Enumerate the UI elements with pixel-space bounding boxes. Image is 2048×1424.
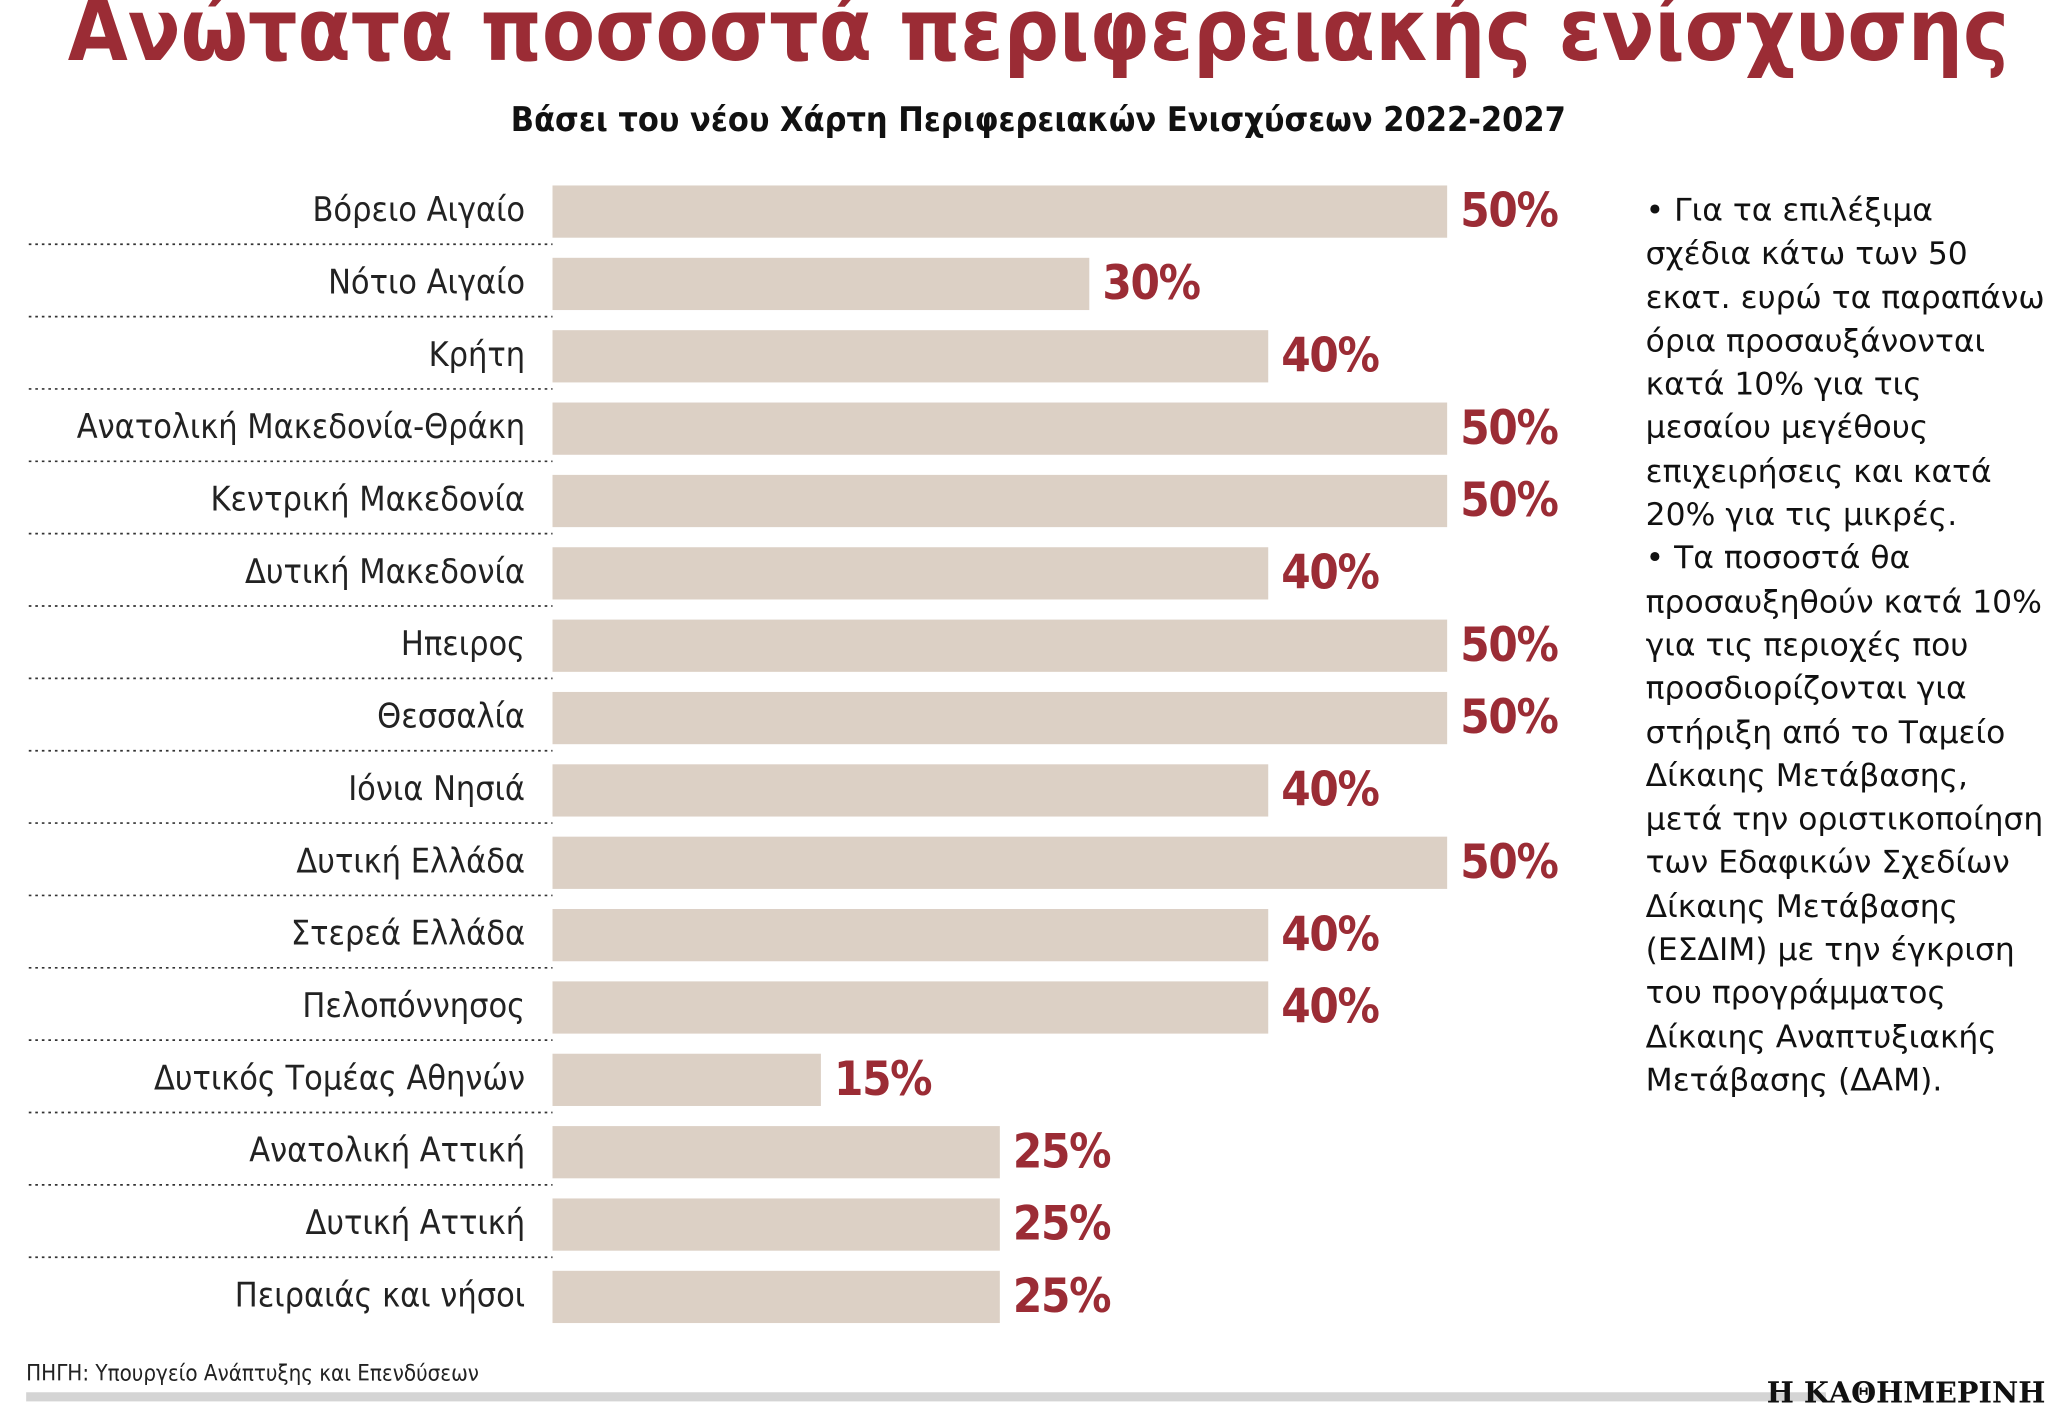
value-label: 40% xyxy=(1281,980,1379,1035)
bar xyxy=(552,1126,1000,1179)
category-label: Ηπειρος xyxy=(401,624,525,664)
value-label: 15% xyxy=(834,1052,932,1107)
note: • Τα ποσοστά θα προσαυξηθούν κατά 10% γι… xyxy=(1645,539,2044,1099)
bar xyxy=(552,619,1448,672)
value-label: 25% xyxy=(1013,1197,1111,1252)
category-label: Δυτική Μακεδονία xyxy=(245,552,525,592)
bar xyxy=(552,691,1448,745)
value-label: 25% xyxy=(1013,1124,1111,1179)
chart-title: Ανώτατα ποσοστά περιφερειακής ενίσχυσης xyxy=(68,0,2009,81)
category-label: Πελοπόννησος xyxy=(302,986,525,1026)
bar xyxy=(552,474,1448,528)
value-label: 40% xyxy=(1281,328,1379,383)
publisher: Η ΚΑΘΗΜΕΡΙΝΗ xyxy=(1767,1375,2046,1409)
bar xyxy=(552,257,1090,311)
bar xyxy=(552,909,1269,962)
category-label: Ανατολική Αττική xyxy=(249,1131,525,1171)
category-label: Κεντρική Μακεδονία xyxy=(211,480,526,520)
category-label: Ανατολική Μακεδονία-Θράκη xyxy=(77,407,525,447)
note: • Για τα επιλέξιμα σχέδια κάτω των 50 εκ… xyxy=(1645,191,2045,533)
category-label: Δυτική Αττική xyxy=(305,1203,525,1243)
bar xyxy=(552,1270,1000,1324)
chart-subtitle: Βάσει του νέου Χάρτη Περιφερειακών Ενισχ… xyxy=(511,100,1566,140)
value-label: 30% xyxy=(1102,256,1200,311)
bar xyxy=(552,547,1269,600)
value-label: 25% xyxy=(1013,1269,1111,1324)
category-label: Νότιο Αιγαίο xyxy=(328,262,525,302)
notes: • Για τα επιλέξιμα σχέδια κάτω των 50 εκ… xyxy=(1646,189,2048,1102)
category-label: Δυτική Ελλάδα xyxy=(296,841,525,881)
category-label: Κρήτη xyxy=(429,335,525,375)
category-label: Πειραιάς και νήσοι xyxy=(235,1275,525,1315)
bar xyxy=(552,764,1269,817)
category-label: Θεσσαλία xyxy=(377,697,525,737)
category-label: Στερεά Ελλάδα xyxy=(291,914,525,954)
bar xyxy=(552,185,1448,238)
source: ΠΗΓΗ: Υπουργείο Ανάπτυξης και Επενδύσεων xyxy=(26,1360,479,1386)
value-label: 50% xyxy=(1460,401,1558,456)
category-label: Ιόνια Νησιά xyxy=(348,769,525,809)
bar xyxy=(552,1198,1000,1251)
bar xyxy=(552,1053,821,1106)
category-label: Δυτικός Τομέας Αθηνών xyxy=(154,1058,525,1098)
value-label: 50% xyxy=(1460,690,1558,745)
value-label: 40% xyxy=(1281,907,1379,962)
category-label: Βόρειο Αιγαίο xyxy=(312,190,525,230)
value-label: 50% xyxy=(1460,184,1558,239)
bar xyxy=(552,330,1269,383)
value-label: 50% xyxy=(1460,473,1558,528)
value-label: 40% xyxy=(1281,763,1379,818)
notes-box: • Για τα επιλέξιμα σχέδια κάτω των 50 εκ… xyxy=(1646,189,2048,1102)
value-label: 50% xyxy=(1460,835,1558,890)
footer-bar xyxy=(26,1392,1826,1402)
bar xyxy=(552,981,1269,1034)
bar xyxy=(552,402,1448,455)
value-label: 50% xyxy=(1460,618,1558,673)
bar xyxy=(552,836,1448,889)
value-label: 40% xyxy=(1281,545,1379,600)
